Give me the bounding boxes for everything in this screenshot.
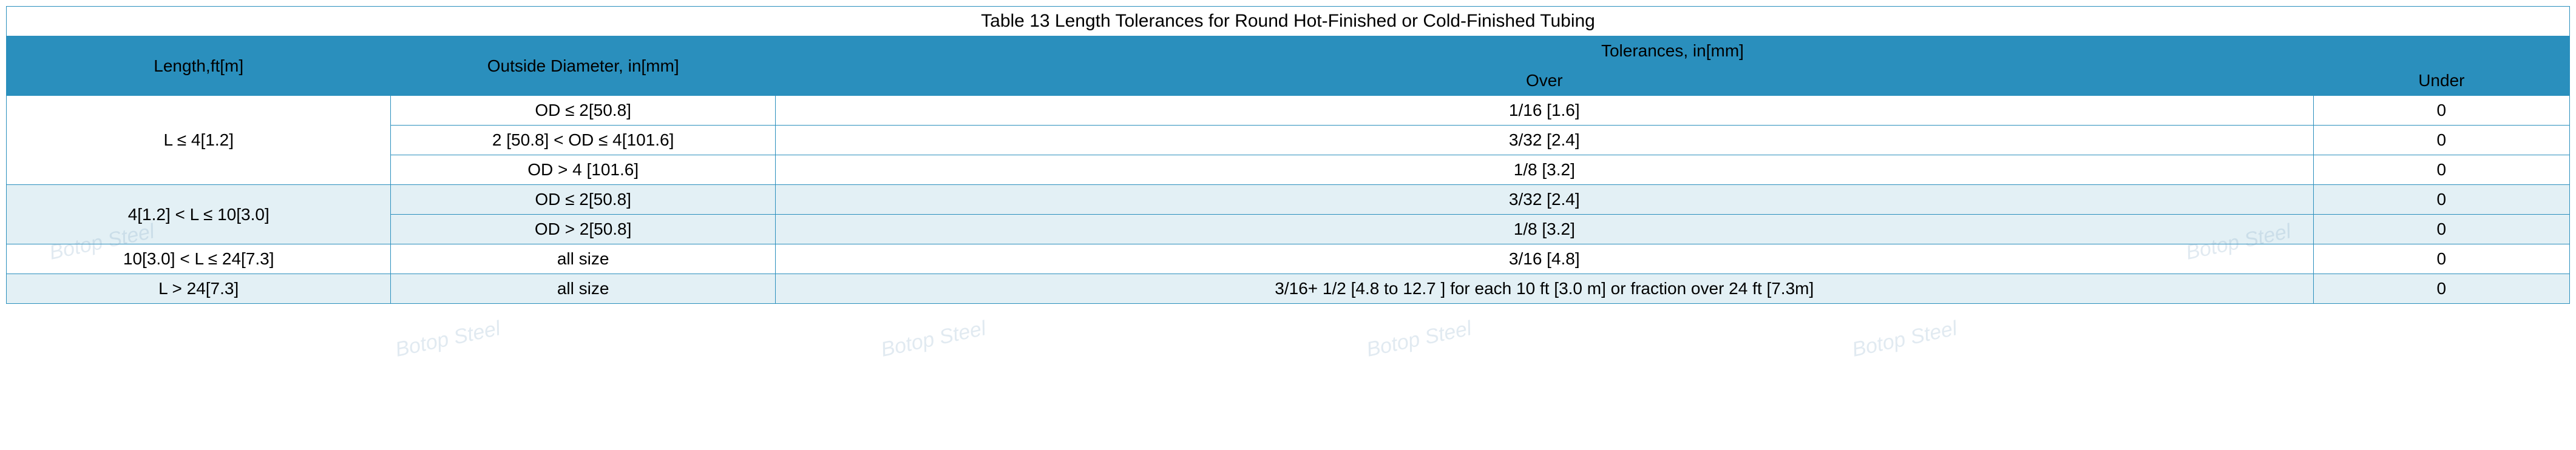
table-row: OD > 4 [101.6]1/8 [3.2]0 (7, 155, 2570, 185)
table-row: L > 24[7.3]all size3/16+ 1/2 [4.8 to 12.… (7, 274, 2570, 304)
header-over: Over (775, 66, 2313, 96)
table-body: L ≤ 4[1.2]OD ≤ 2[50.8]1/16 [1.6]02 [50.8… (7, 96, 2570, 304)
cell-under: 0 (2313, 126, 2569, 155)
cell-od: OD > 2[50.8] (391, 215, 775, 244)
cell-under: 0 (2313, 274, 2569, 304)
cell-length: 4[1.2] < L ≤ 10[3.0] (7, 185, 391, 244)
table-title-row: Table 13 Length Tolerances for Round Hot… (7, 7, 2570, 36)
cell-od: all size (391, 274, 775, 304)
header-tolerances: Tolerances, in[mm] (775, 36, 2569, 66)
cell-length: L > 24[7.3] (7, 274, 391, 304)
cell-od: OD ≤ 2[50.8] (391, 185, 775, 215)
table-row: OD > 2[50.8]1/8 [3.2]0 (7, 215, 2570, 244)
cell-under: 0 (2313, 96, 2569, 126)
table-row: 4[1.2] < L ≤ 10[3.0]OD ≤ 2[50.8]3/32 [2.… (7, 185, 2570, 215)
cell-od: all size (391, 244, 775, 274)
cell-over: 1/8 [3.2] (775, 215, 2313, 244)
cell-od: 2 [50.8] < OD ≤ 4[101.6] (391, 126, 775, 155)
cell-length: L ≤ 4[1.2] (7, 96, 391, 185)
cell-under: 0 (2313, 215, 2569, 244)
watermark-text: Botop Steel (1364, 317, 1474, 362)
cell-under: 0 (2313, 185, 2569, 215)
length-tolerance-table: Table 13 Length Tolerances for Round Hot… (6, 6, 2570, 304)
cell-over: 3/16+ 1/2 [4.8 to 12.7 ] for each 10 ft … (775, 274, 2313, 304)
cell-od: OD > 4 [101.6] (391, 155, 775, 185)
watermark-text: Botop Steel (393, 317, 503, 362)
watermark-text: Botop Steel (1850, 317, 1959, 362)
watermark-text: Botop Steel (879, 317, 988, 362)
table-title: Table 13 Length Tolerances for Round Hot… (7, 7, 2570, 36)
cell-length: 10[3.0] < L ≤ 24[7.3] (7, 244, 391, 274)
cell-over: 3/16 [4.8] (775, 244, 2313, 274)
table-row: 2 [50.8] < OD ≤ 4[101.6]3/32 [2.4]0 (7, 126, 2570, 155)
table-header-row-1: Length,ft[m] Outside Diameter, in[mm] To… (7, 36, 2570, 66)
cell-over: 1/16 [1.6] (775, 96, 2313, 126)
cell-od: OD ≤ 2[50.8] (391, 96, 775, 126)
cell-over: 3/32 [2.4] (775, 185, 2313, 215)
table-row: L ≤ 4[1.2]OD ≤ 2[50.8]1/16 [1.6]0 (7, 96, 2570, 126)
table-row: 10[3.0] < L ≤ 24[7.3]all size3/16 [4.8]0 (7, 244, 2570, 274)
cell-under: 0 (2313, 244, 2569, 274)
cell-over: 1/8 [3.2] (775, 155, 2313, 185)
header-length: Length,ft[m] (7, 36, 391, 96)
cell-under: 0 (2313, 155, 2569, 185)
header-under: Under (2313, 66, 2569, 96)
cell-over: 3/32 [2.4] (775, 126, 2313, 155)
header-od: Outside Diameter, in[mm] (391, 36, 775, 96)
